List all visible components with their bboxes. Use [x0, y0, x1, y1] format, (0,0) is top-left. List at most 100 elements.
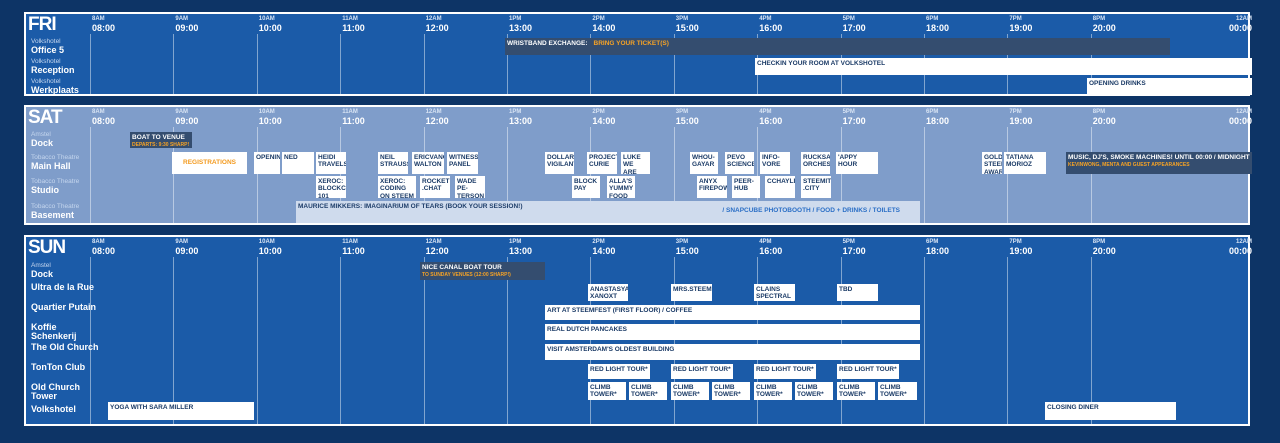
row-label: Amstel Dock	[31, 131, 101, 148]
event-title: REAL DUTCH PANCAKES	[547, 326, 627, 333]
time-ampm: 12AM	[425, 109, 442, 115]
time-ampm: 3PM	[675, 109, 689, 115]
room-name: Werkplaats	[31, 84, 79, 95]
event: VISIT AMSTERDAM'S OLDEST BUILDING	[545, 344, 920, 360]
hour-line	[173, 257, 175, 424]
time-label: 8PM 20:00	[1093, 109, 1153, 126]
event: WADE PE-TERSON	[455, 176, 485, 198]
event-title: CLIMB TOWER*	[756, 384, 783, 399]
event-title: PEER-HUB	[734, 178, 754, 193]
time-label: 7PM 19:00	[1009, 16, 1069, 33]
event: ERICVANCE WALTON	[412, 152, 444, 174]
event: BLOCK PAY	[572, 176, 600, 198]
event-title: NICE CANAL BOAT TOUR	[422, 264, 502, 271]
event: ANASTASYA XANOXT	[588, 284, 628, 301]
event: CLIMB TOWER*	[629, 382, 667, 400]
hour-line	[423, 127, 425, 223]
time-ampm: 12AM	[425, 239, 442, 245]
room-name: Ultra de la Rue	[31, 282, 95, 292]
hour-line	[1007, 127, 1009, 223]
event: WHOU-GAYAR	[690, 152, 718, 174]
time-clock: 09:00	[175, 116, 199, 126]
event-note: TO SUNDAY VENUES (12:00 SHARP!)	[422, 272, 511, 279]
event: RED LIGHT TOUR*	[588, 364, 650, 379]
time-ampm: 7PM	[1009, 109, 1022, 115]
time-ampm: 4PM	[759, 16, 772, 22]
time-clock: 20:00	[1092, 116, 1116, 126]
time-label: 8PM 20:00	[1093, 16, 1153, 33]
event-title: CLIMB TOWER*	[880, 384, 907, 399]
time-clock: 15:00	[675, 116, 699, 126]
time-clock: 17:00	[842, 116, 866, 126]
time-label: 7PM 19:00	[1009, 239, 1069, 256]
row-label: The Old Church	[31, 343, 101, 352]
event: RED LIGHT TOUR*	[837, 364, 899, 379]
time-label: 1PM 13:00	[509, 109, 569, 126]
event: BOAT TO VENUE DEPARTS: 9:30 SHARP!	[130, 132, 192, 148]
row-label: Old Church Tower	[31, 383, 101, 401]
hour-line	[757, 127, 759, 223]
time-clock: 17:00	[842, 23, 866, 33]
event-title: GOLDEN STEEM AWARDS	[984, 154, 1002, 174]
time-ampm: 1PM	[509, 109, 522, 115]
time-label: 2PM 14:00	[592, 109, 652, 126]
time-clock: 12:00	[425, 23, 449, 33]
time-clock: 08:00	[92, 246, 116, 256]
event: PEER-HUB	[732, 176, 760, 198]
event-title: ROCKET .CHAT	[422, 178, 450, 193]
time-ampm: 8AM	[92, 239, 105, 245]
time-clock: 13:00	[509, 23, 533, 33]
event-title: XEROC: CODING ON STEEM	[380, 178, 414, 198]
time-clock: 15:00	[675, 246, 699, 256]
time-clock: 10:00	[258, 23, 282, 33]
room-name: Studio	[31, 184, 59, 195]
time-label: 12AM 12:00	[426, 109, 486, 126]
hour-line	[173, 34, 175, 94]
time-clock: 08:00	[92, 23, 116, 33]
time-clock: 11:00	[342, 246, 365, 256]
row-label: Koffie Schenkerij	[31, 323, 101, 341]
time-clock: 19:00	[1009, 246, 1033, 256]
event: XEROC: CODING ON STEEM	[378, 176, 416, 198]
time-ampm: 4PM	[759, 109, 772, 115]
event-title: CLIMB TOWER*	[839, 384, 866, 399]
venue: Tobacco Theatre	[31, 154, 80, 161]
time-ampm: 5PM	[842, 109, 855, 115]
event-title: MAURICE MIKKERS: IMAGINARIUM OF TEARS (B…	[298, 203, 523, 210]
event: ANYX FIREPOWER	[697, 176, 727, 198]
event-title: CLIMB TOWER*	[631, 384, 658, 399]
time-label: 12AM 00:00	[1192, 16, 1252, 33]
event-title: CCHAYLIN	[767, 178, 795, 185]
time-ampm: 8PM	[1092, 109, 1106, 115]
hour-line	[590, 34, 592, 94]
room-name: Main Hall	[31, 160, 71, 171]
hour-line	[757, 257, 759, 424]
time-clock: 13:00	[509, 116, 533, 126]
time-label: 12AM 12:00	[426, 16, 486, 33]
room-name: Volkshotel	[31, 404, 76, 414]
hour-line	[423, 34, 425, 94]
row-label: Ultra de la Rue	[31, 283, 101, 292]
venue: Amstel	[31, 131, 51, 138]
hour-line	[256, 257, 258, 424]
event-title: LUKE WE ARE CHANGE	[623, 154, 641, 174]
time-clock: 20:00	[1092, 246, 1116, 256]
event: CLOSING DINER	[1045, 402, 1176, 420]
time-ampm: 11AM	[342, 239, 358, 245]
event: ROCKET .CHAT	[420, 176, 450, 198]
hour-line	[256, 34, 258, 94]
event: PEVO SCIENCE	[725, 152, 754, 174]
hour-line	[507, 257, 508, 424]
venue: Tobacco Theatre	[31, 203, 80, 210]
event: CLIMB TOWER*	[588, 382, 626, 400]
time-ampm: 12AM	[1235, 239, 1252, 245]
day-panel: SAT 8AM 08:00 9AM 09:00 10AM 10:00 11AM 11:00 12A…	[24, 105, 1252, 225]
event: LUKE WE ARE CHANGE	[621, 152, 650, 174]
event: GOLDEN STEEM AWARDS	[982, 152, 1002, 174]
event: REAL DUTCH PANCAKES	[545, 324, 920, 340]
event-title: WRISTBAND EXCHANGE:	[507, 40, 588, 47]
time-clock: 09:00	[175, 246, 199, 256]
time-clock: 00:00	[1228, 246, 1252, 256]
event-title: ART AT STEEMFEST (FIRST FLOOR) / COFFEE	[547, 307, 693, 314]
